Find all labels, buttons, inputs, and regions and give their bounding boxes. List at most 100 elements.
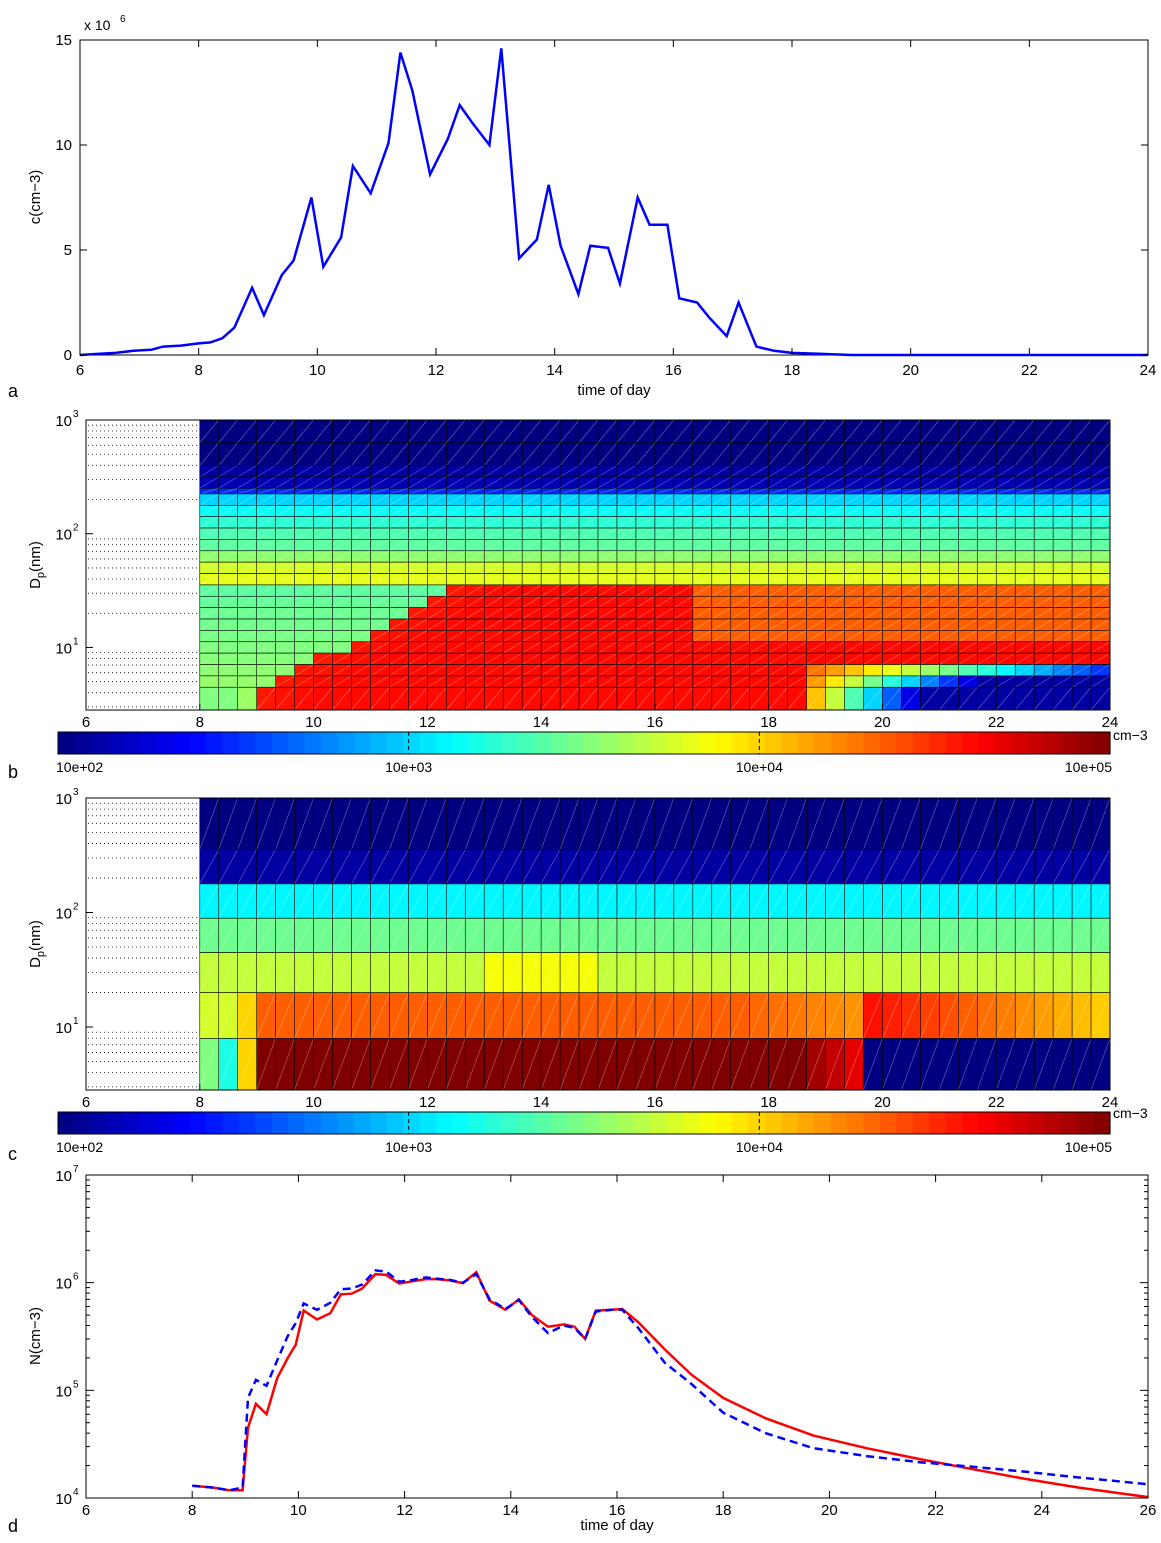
panel-b-cell-diagonal <box>446 442 466 466</box>
panel-b-cell-diagonal <box>502 687 523 711</box>
panel-b-cell-diagonal <box>1033 504 1054 517</box>
panel-c-cell-diagonal <box>332 883 352 919</box>
panel-b-cell-diagonal <box>294 641 314 654</box>
panel-c-cell-diagonal <box>825 797 845 850</box>
panel-c-cell-diagonal <box>957 952 978 993</box>
panel-c-cell-diagonal <box>483 849 504 885</box>
panel-b-cell-diagonal <box>275 442 295 466</box>
panel-b-cell-diagonal <box>351 641 371 654</box>
panel-b-cell-diagonal <box>996 487 1016 495</box>
panel-c-cell-diagonal <box>882 918 902 953</box>
panel-b-cell-diagonal <box>408 595 428 608</box>
panel-b-cell-diagonal <box>408 675 428 688</box>
panel-b-cell-diagonal <box>1052 584 1073 597</box>
panel-b-cell-diagonal <box>673 561 693 574</box>
panel-b-cell-diagonal <box>711 465 731 478</box>
panel-b-cell-diagonal <box>578 516 599 529</box>
panel-c-cell-diagonal <box>521 952 542 993</box>
panel-b-cell-diagonal <box>465 595 485 608</box>
panel-b-cell-diagonal <box>559 419 580 443</box>
panel-b-cell-diagonal <box>332 476 352 489</box>
panel-b-cell-diagonal <box>995 419 1016 443</box>
panel-c-cell-diagonal <box>787 883 807 919</box>
panel-b-cell-diagonal <box>711 664 731 677</box>
panel-b-cell-diagonal <box>503 652 523 665</box>
panel-b-cell-diagonal <box>616 442 637 466</box>
panel-c-axes-box <box>85 797 1111 1091</box>
panel-b-cell-diagonal <box>275 652 295 665</box>
panel-b-cell-diagonal <box>540 595 561 608</box>
panel-b-cell-diagonal <box>313 504 333 517</box>
panel-c-cell-diagonal <box>654 883 675 919</box>
panel-c-cell-diagonal <box>1014 797 1035 850</box>
panel-b-cell-diagonal <box>920 476 940 489</box>
panel-b-cell-diagonal <box>370 584 390 597</box>
panel-b-cell-diagonal <box>484 652 504 665</box>
panel-b-cell-diagonal <box>787 573 807 586</box>
panel-b-cell-diagonal <box>578 630 599 643</box>
panel-b-cell-diagonal <box>332 487 352 495</box>
panel-c-colorbar-label: 10e+04 <box>736 1139 783 1155</box>
panel-b-cell-diagonal <box>977 476 997 489</box>
panel-b-cell-diagonal <box>597 630 618 643</box>
panel-b-cell-diagonal <box>920 487 940 495</box>
panel-b-cell-diagonal <box>218 607 238 620</box>
panel-b-cell-diagonal <box>1090 675 1111 688</box>
panel-b-cell-diagonal <box>313 687 333 711</box>
panel-b-cell-diagonal <box>730 664 750 677</box>
panel-b-cell-diagonal <box>597 641 618 654</box>
panel-b-cell-diagonal <box>1015 476 1035 489</box>
panel-b-cell-diagonal <box>806 487 826 495</box>
panel-b-cell-diagonal <box>408 561 428 574</box>
panel-c-cell-diagonal <box>389 797 409 850</box>
panel-b-cell-diagonal <box>578 419 599 443</box>
panel-b-cell-diagonal <box>749 487 769 495</box>
panel-c-cell-diagonal <box>237 992 257 1039</box>
panel-b-cell-diagonal <box>616 527 637 540</box>
panel-b-cell-diagonal <box>313 539 333 552</box>
panel-b-cell-diagonal <box>958 584 978 597</box>
panel-b-cell-diagonal <box>806 493 826 506</box>
panel-b-cell-diagonal <box>673 419 694 443</box>
panel-b-cell-diagonal <box>977 561 997 574</box>
panel-b-cell-diagonal <box>844 465 864 478</box>
panel-c-cell-diagonal <box>218 1038 239 1091</box>
panel-b-cell-diagonal <box>559 487 580 495</box>
panel-b-cell-diagonal <box>977 504 997 517</box>
panel-b-cell-diagonal <box>294 487 314 495</box>
panel-c-cell-diagonal <box>692 849 713 885</box>
panel-b-cell-diagonal <box>503 573 523 586</box>
panel-b-cell-diagonal <box>730 539 750 552</box>
panel-b-cell-diagonal <box>958 487 978 495</box>
panel-c-cell-diagonal <box>445 883 466 919</box>
panel-c-cell-diagonal <box>370 992 390 1039</box>
panel-b-cell-diagonal <box>256 573 276 586</box>
panel-c-colorbar-segment <box>912 1112 930 1134</box>
panel-c-x-ticks: 6 8 10 12 14 16 18 20 22 24 <box>82 1084 1118 1111</box>
panel-b-cell-diagonal <box>427 476 447 489</box>
panel-c-cell-diagonal <box>939 992 959 1039</box>
panel-c-cell-diagonal <box>313 797 333 850</box>
panel-b-cell-diagonal <box>332 573 352 586</box>
panel-c-cell-diagonal <box>1090 952 1111 993</box>
panel-b-cell-diagonal <box>370 618 390 631</box>
panel-b-cell-diagonal <box>351 550 371 563</box>
panel-c-cell-diagonal <box>502 1038 523 1091</box>
panel-b-cell-diagonal <box>597 419 618 443</box>
panel-c-cell-diagonal <box>502 883 523 919</box>
panel-d-ytick-exponent: 7 <box>73 1164 79 1175</box>
panel-b-axes-box <box>85 419 1111 711</box>
panel-b-colorbar-segment <box>830 732 848 754</box>
panel-c-cell-diagonal <box>692 918 713 953</box>
panel-b-colorbar-segment <box>518 732 536 754</box>
panel-b-cell-diagonal <box>199 539 219 552</box>
panel-b-cell-diagonal <box>521 504 542 517</box>
panel-b-cell-diagonal <box>901 652 921 665</box>
panel-b-cell-diagonal <box>939 493 959 506</box>
panel-c-cell-diagonal <box>654 849 675 885</box>
panel-b-cell-diagonal <box>749 584 769 597</box>
panel-b-cell-diagonal <box>635 504 656 517</box>
panel-b-cell-diagonal <box>1052 641 1073 654</box>
panel-b-cell-diagonal <box>673 607 693 620</box>
